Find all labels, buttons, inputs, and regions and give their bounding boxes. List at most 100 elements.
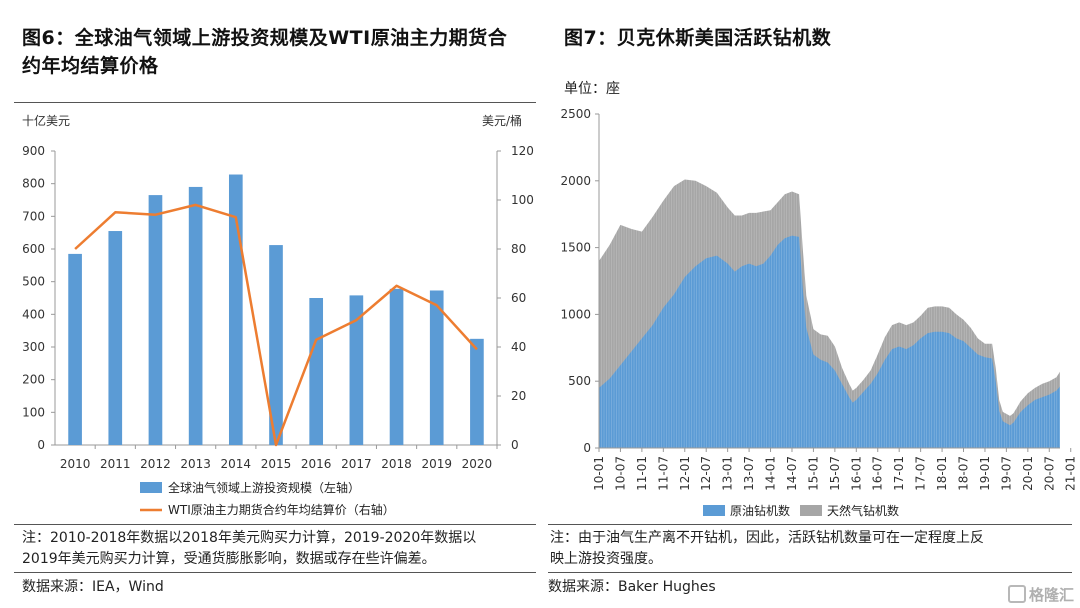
left-y-tick-label: 500 — [22, 275, 45, 289]
bar-2013 — [188, 186, 203, 445]
legend-swatch-investment — [140, 482, 162, 493]
x-tick-label: 21-01 — [1064, 456, 1078, 491]
wti-price-line — [74, 203, 478, 447]
left-note-line1: 注：2010-2018年数据以2018年美元购买力计算，2019-2020年数据… — [22, 530, 477, 546]
right-y-tick-label: 20 — [511, 389, 526, 403]
left-y-tick-label: 200 — [22, 373, 45, 387]
right-axis-unit: 美元/桶 — [482, 113, 522, 128]
left-y-tick-label: 600 — [22, 242, 45, 256]
x-tick-label: 2017 — [341, 457, 372, 471]
x-tick-label: 17-07 — [914, 456, 928, 491]
y-tick-label: 2000 — [560, 174, 591, 188]
y-tick-label: 2500 — [560, 107, 591, 121]
legend-label-investment: 全球油气领域上游投资规模（左轴） — [168, 480, 360, 495]
right-y-tick-label: 120 — [511, 144, 534, 158]
bar-2020 — [470, 338, 484, 445]
watermark-text: 格隆汇 — [1029, 586, 1075, 604]
left-source: 数据来源：IEA，Wind — [22, 579, 164, 595]
y-tick-label: 1000 — [560, 307, 591, 321]
right-note: 注：由于油气生产离不开钻机，因此，活跃钻机数量可在一定程度上反 映上游投资强度。 — [550, 528, 1070, 570]
bar-2017 — [349, 295, 364, 445]
x-tick-label: 2011 — [100, 457, 131, 471]
bar-2019 — [429, 290, 444, 445]
right-chart: 0 500 1000 1500 2000 2500 10-01 10-07 11-01 11-07… — [560, 107, 1078, 518]
x-tick-label: 10-01 — [592, 456, 606, 491]
x-tick-label: 2019 — [421, 457, 452, 471]
bar-2015 — [269, 245, 283, 445]
x-tick-label: 2016 — [301, 457, 332, 471]
legend-swatch-gas — [800, 505, 822, 516]
x-tick-label: 20-07 — [1042, 456, 1056, 491]
bar-2011 — [108, 231, 123, 445]
x-tick-label: 14-01 — [764, 456, 778, 491]
right-y-tick-label: 60 — [511, 291, 526, 305]
x-tick-label: 2013 — [180, 457, 211, 471]
left-chart-title-line2: 约年均结算价格 — [22, 55, 159, 77]
left-chart: 十亿美元 美元/桶 0 100 200 300 400 500 600 700 800 900 0 20 4… — [22, 113, 534, 517]
x-tick-label: 11-07 — [656, 456, 670, 491]
legend-label-crude: 原油钻机数 — [730, 503, 790, 518]
right-y-tick-label: 100 — [511, 193, 534, 207]
y-tick-label: 500 — [568, 374, 591, 388]
left-note-rule — [14, 524, 536, 525]
left-note: 注：2010-2018年数据以2018年美元购买力计算，2019-2020年数据… — [22, 528, 542, 570]
right-y-tick-label: 0 — [511, 438, 519, 452]
legend-label-wti: WTI原油主力期货合约年均结算价（右轴） — [168, 502, 395, 517]
y-tick-label: 0 — [583, 441, 591, 455]
bar-2012 — [148, 195, 163, 445]
x-tick-label: 14-07 — [785, 456, 799, 491]
right-chart-title: 图7：贝克休斯美国活跃钻机数 — [564, 27, 832, 49]
x-tick-label: 13-01 — [721, 456, 735, 491]
left-y-tick-label: 400 — [22, 307, 45, 321]
left-chart-title: 图6：全球油气领域上游投资规模及WTI原油主力期货合 约年均结算价格 — [22, 24, 542, 80]
x-tick-label: 20-01 — [1021, 456, 1035, 491]
left-chart-title-line1: 图6：全球油气领域上游投资规模及WTI原油主力期货合 — [22, 27, 508, 49]
legend-swatch-crude — [703, 505, 725, 516]
x-tick-label: 2015 — [261, 457, 292, 471]
y-tick-label: 1500 — [560, 241, 591, 255]
x-tick-label: 11-01 — [635, 456, 649, 491]
x-tick-label: 13-07 — [742, 456, 756, 491]
x-tick-label: 19-01 — [978, 456, 992, 491]
x-tick-label: 17-01 — [892, 456, 906, 491]
bar-2010 — [68, 253, 82, 445]
x-tick-label: 2014 — [221, 457, 252, 471]
left-y-tick-label: 900 — [22, 144, 45, 158]
right-source: 数据来源：Baker Hughes — [548, 579, 716, 595]
right-note-line2: 映上游投资强度。 — [550, 551, 662, 567]
x-tick-label: 19-07 — [999, 456, 1013, 491]
x-tick-label: 16-07 — [871, 456, 885, 491]
x-tick-label: 15-07 — [828, 456, 842, 491]
bar-2018 — [389, 288, 404, 445]
x-tick-label: 2010 — [60, 457, 91, 471]
left-y-tick-label: 800 — [22, 177, 45, 191]
left-y-tick-label: 300 — [22, 340, 45, 354]
x-tick-label: 15-01 — [806, 456, 820, 491]
x-tick-label: 10-07 — [613, 456, 627, 491]
left-y-tick-label: 700 — [22, 209, 45, 223]
x-tick-label: 18-01 — [935, 456, 949, 491]
left-y-tick-label: 100 — [22, 405, 45, 419]
right-unit-label: 单位：座 — [564, 81, 620, 97]
right-note-line1: 注：由于油气生产离不开钻机，因此，活跃钻机数量可在一定程度上反 — [550, 530, 984, 546]
watermark-logo: 格隆汇 — [1008, 584, 1074, 605]
left-title-rule — [14, 102, 536, 103]
legend-label-gas: 天然气钻机数 — [827, 503, 899, 518]
left-note-line2: 2019年美元购买力计算，受通货膨胀影响，数据或存在些许偏差。 — [22, 551, 436, 567]
x-tick-label: 16-01 — [849, 456, 863, 491]
x-tick-label: 18-07 — [957, 456, 971, 491]
x-tick-label: 12-01 — [678, 456, 692, 491]
x-tick-label: 12-07 — [699, 456, 713, 491]
right-source-rule — [548, 572, 1072, 573]
x-tick-label: 2020 — [462, 457, 493, 471]
x-tick-label: 2012 — [140, 457, 171, 471]
right-y-tick-label: 40 — [511, 340, 526, 354]
bar-2016 — [309, 298, 324, 445]
left-y-tick-label: 0 — [37, 438, 45, 452]
watermark-icon — [1008, 585, 1026, 603]
right-note-rule — [548, 524, 1072, 525]
area-crude-rigs — [599, 235, 1060, 448]
left-axis-unit: 十亿美元 — [22, 113, 70, 128]
x-tick-label: 2018 — [381, 457, 412, 471]
left-source-rule — [14, 572, 536, 573]
